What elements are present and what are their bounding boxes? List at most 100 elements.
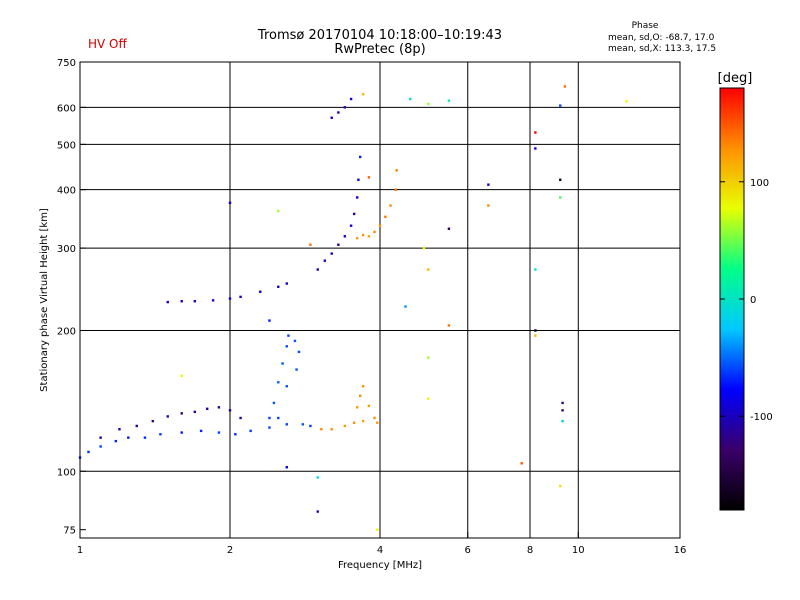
data-point (277, 381, 280, 384)
data-point (330, 252, 333, 255)
y-tick-label: 300 (57, 244, 76, 255)
data-point (561, 401, 564, 405)
data-point (343, 106, 347, 109)
y-tick-label: 400 (57, 186, 76, 197)
data-point (277, 285, 280, 288)
data-point (534, 334, 537, 337)
data-point (330, 116, 333, 119)
data-point (217, 406, 221, 409)
data-point (447, 324, 451, 327)
data-point (180, 300, 183, 303)
data-point (285, 345, 288, 348)
data-point (268, 319, 271, 322)
data-point (376, 528, 379, 531)
data-point (534, 329, 537, 332)
data-point (373, 416, 376, 420)
data-point (395, 169, 398, 172)
data-point (427, 102, 430, 106)
data-point (135, 424, 138, 428)
data-point (281, 362, 284, 365)
data-point (151, 419, 155, 423)
data-point (534, 147, 537, 150)
data-point (376, 421, 379, 424)
x-tick-label: 6 (465, 545, 471, 556)
data-point (234, 433, 237, 436)
x-tick-label: 2 (227, 545, 233, 556)
data-point (358, 155, 362, 159)
data-point (352, 421, 356, 424)
data-point (249, 429, 252, 433)
phase-stats-heading: Phase (631, 21, 659, 31)
data-point (228, 297, 232, 300)
data-point (217, 431, 221, 434)
x-tick-label: 1 (77, 545, 83, 556)
data-point (268, 416, 271, 420)
data-point (559, 484, 562, 488)
data-point (389, 204, 392, 207)
x-axis-label: Frequency [MHz] (338, 560, 422, 571)
data-point (559, 196, 562, 199)
data-point (316, 510, 319, 513)
data-point (320, 428, 323, 431)
data-point (193, 410, 197, 414)
data-point (427, 397, 430, 400)
data-point (285, 385, 288, 388)
data-point (409, 97, 412, 101)
data-point (301, 423, 305, 426)
y-tick-label: 600 (57, 103, 76, 114)
data-point (520, 462, 523, 465)
data-point (323, 259, 327, 262)
data-point (358, 394, 362, 398)
y-axis-label: Stationary phase Virtual Height [km] (39, 208, 50, 392)
data-point (295, 368, 298, 371)
chart-subtitle: RwPretec (8p) (334, 42, 426, 57)
data-point (367, 404, 371, 408)
data-point (422, 246, 426, 250)
phase-stats-o: mean, sd,O: -68.7, 17.0 (608, 33, 715, 43)
data-point (259, 290, 262, 293)
data-point (293, 339, 297, 343)
data-point (355, 406, 359, 409)
data-point (352, 212, 356, 216)
data-point (361, 233, 365, 237)
data-point (199, 429, 203, 433)
data-point (180, 374, 183, 378)
data-point (404, 305, 407, 308)
data-point (180, 412, 183, 415)
data-point (487, 204, 490, 207)
data-point (239, 295, 242, 299)
data-point (99, 436, 102, 439)
y-tick-label: 750 (57, 58, 76, 69)
data-point (373, 230, 376, 234)
data-point (427, 268, 430, 271)
data-point (166, 300, 169, 304)
data-point (355, 237, 359, 240)
data-point (355, 196, 359, 199)
data-point (285, 466, 288, 469)
data-point (285, 423, 288, 426)
data-point (297, 350, 301, 354)
x-tick-label: 10 (572, 545, 585, 556)
data-point (447, 99, 451, 102)
data-point (349, 97, 353, 101)
data-point (427, 356, 430, 359)
x-tick-label: 16 (674, 545, 687, 556)
data-point (272, 401, 276, 405)
data-point (228, 409, 232, 412)
axis-ticks: 1 2 4 6 8 10 16 75 100 200 300 400 500 600 750 (57, 58, 686, 556)
data-point (361, 419, 365, 423)
y-tick-label: 500 (57, 140, 76, 151)
data-point (99, 445, 102, 448)
data-point (277, 416, 280, 420)
data-point (561, 419, 564, 423)
data-point (343, 424, 347, 428)
data-point (316, 268, 319, 271)
data-point (309, 243, 312, 246)
data-point (561, 409, 564, 412)
data-point (239, 416, 242, 420)
data-points (78, 85, 628, 531)
data-point (277, 209, 280, 213)
data-point (180, 431, 183, 434)
